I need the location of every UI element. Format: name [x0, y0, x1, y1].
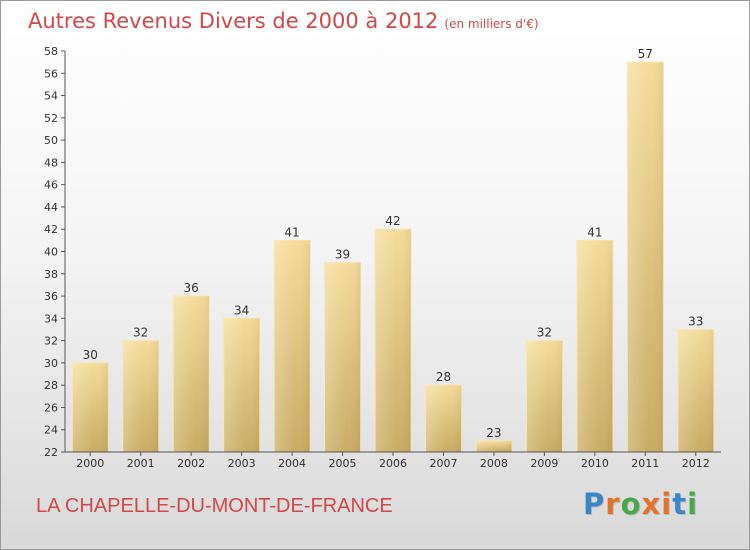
bar-value-label: 28 [436, 370, 451, 384]
y-tick-label: 58 [44, 45, 58, 58]
bar-value-label: 36 [184, 281, 199, 295]
title-row: Autres Revenus Divers de 2000 à 2012 (en … [28, 9, 539, 33]
bar-shine [375, 229, 411, 452]
chart-subtitle: (en milliers d'€) [444, 17, 539, 31]
bar-value-label: 34 [234, 303, 249, 317]
brand-letter: r [605, 487, 621, 521]
x-tick-label: 2000 [76, 457, 104, 470]
y-tick-label: 50 [44, 134, 58, 147]
y-tick-label: 56 [44, 67, 58, 80]
bar-value-label: 32 [537, 326, 552, 340]
brand-letter: i [661, 487, 673, 521]
y-tick-label: 38 [44, 268, 58, 281]
x-tick-label: 2002 [177, 457, 205, 470]
y-tick-label: 40 [44, 246, 58, 259]
y-tick-label: 26 [44, 401, 58, 414]
y-tick-label: 32 [44, 335, 58, 348]
brand-letter: P [583, 487, 606, 521]
x-tick-label: 2011 [631, 457, 659, 470]
bar-shine [425, 385, 462, 452]
bar-value-label: 57 [638, 47, 653, 61]
bar-shine [475, 440, 512, 452]
y-tick-label: 24 [44, 424, 58, 437]
bar-value-label: 33 [688, 314, 703, 328]
y-tick-label: 44 [44, 201, 58, 214]
bar-shine [324, 262, 361, 452]
y-tick-label: 42 [44, 223, 58, 236]
brand-letter: x [641, 487, 662, 521]
bar-value-label: 23 [486, 426, 501, 440]
bar-shine [173, 296, 210, 452]
bar-shine [677, 329, 714, 452]
bar-shine [576, 240, 613, 452]
y-tick-label: 52 [44, 112, 58, 125]
y-axis: 22 24 26 28 30 32 34 36 38 40 42 44 46 48 50 52 54 56 58 [44, 45, 66, 459]
x-axis: 2000 2001 2002 2003 2004 2005 2006 2007 2008 2009… [65, 451, 721, 470]
x-tick-label: 2005 [329, 457, 357, 470]
bar-shine [223, 318, 260, 452]
x-tick-label: 2012 [682, 457, 710, 470]
x-tick-label: 2006 [379, 457, 407, 470]
brand-letter: o [620, 487, 642, 521]
y-tick-label: 36 [44, 290, 58, 303]
bar-value-label: 30 [83, 348, 98, 362]
x-tick-label: 2010 [581, 457, 609, 470]
chart-title: Autres Revenus Divers de 2000 à 2012 [28, 9, 439, 33]
bar-value-label: 39 [335, 248, 350, 262]
x-tick-label: 2009 [530, 457, 558, 470]
bar-shine [526, 340, 563, 452]
y-tick-label: 34 [44, 312, 58, 325]
x-tick-label: 2007 [429, 457, 457, 470]
brand-letter: t [672, 487, 688, 521]
y-tick-label: 22 [44, 446, 58, 459]
bar-shine [72, 362, 109, 452]
y-tick-label: 48 [44, 156, 58, 169]
bar-value-label: 41 [587, 225, 602, 239]
brand-letter: i [687, 487, 699, 521]
x-tick-label: 2003 [228, 457, 256, 470]
place-name: LA CHAPELLE-DU-MONT-DE-FRANCE [36, 495, 393, 517]
x-tick-label: 2004 [278, 457, 306, 470]
bar-value-label: 41 [284, 225, 299, 239]
x-tick-label: 2008 [480, 457, 508, 470]
bar-value-label: 32 [133, 326, 148, 340]
y-tick-label: 54 [44, 90, 58, 103]
y-tick-label: 28 [44, 379, 58, 392]
x-tick-label: 2001 [127, 457, 155, 470]
y-tick-label: 30 [44, 357, 58, 370]
bar-shine [627, 62, 664, 453]
bar-shine [122, 340, 159, 452]
y-tick-label: 46 [44, 179, 58, 192]
bars: 30 32 36 34 41 39 42 28 23 32 41 57 33 [71, 47, 715, 453]
bar-shine [274, 240, 311, 452]
bar-value-label: 42 [385, 214, 400, 228]
brand-logo: Proxiti [583, 487, 698, 521]
